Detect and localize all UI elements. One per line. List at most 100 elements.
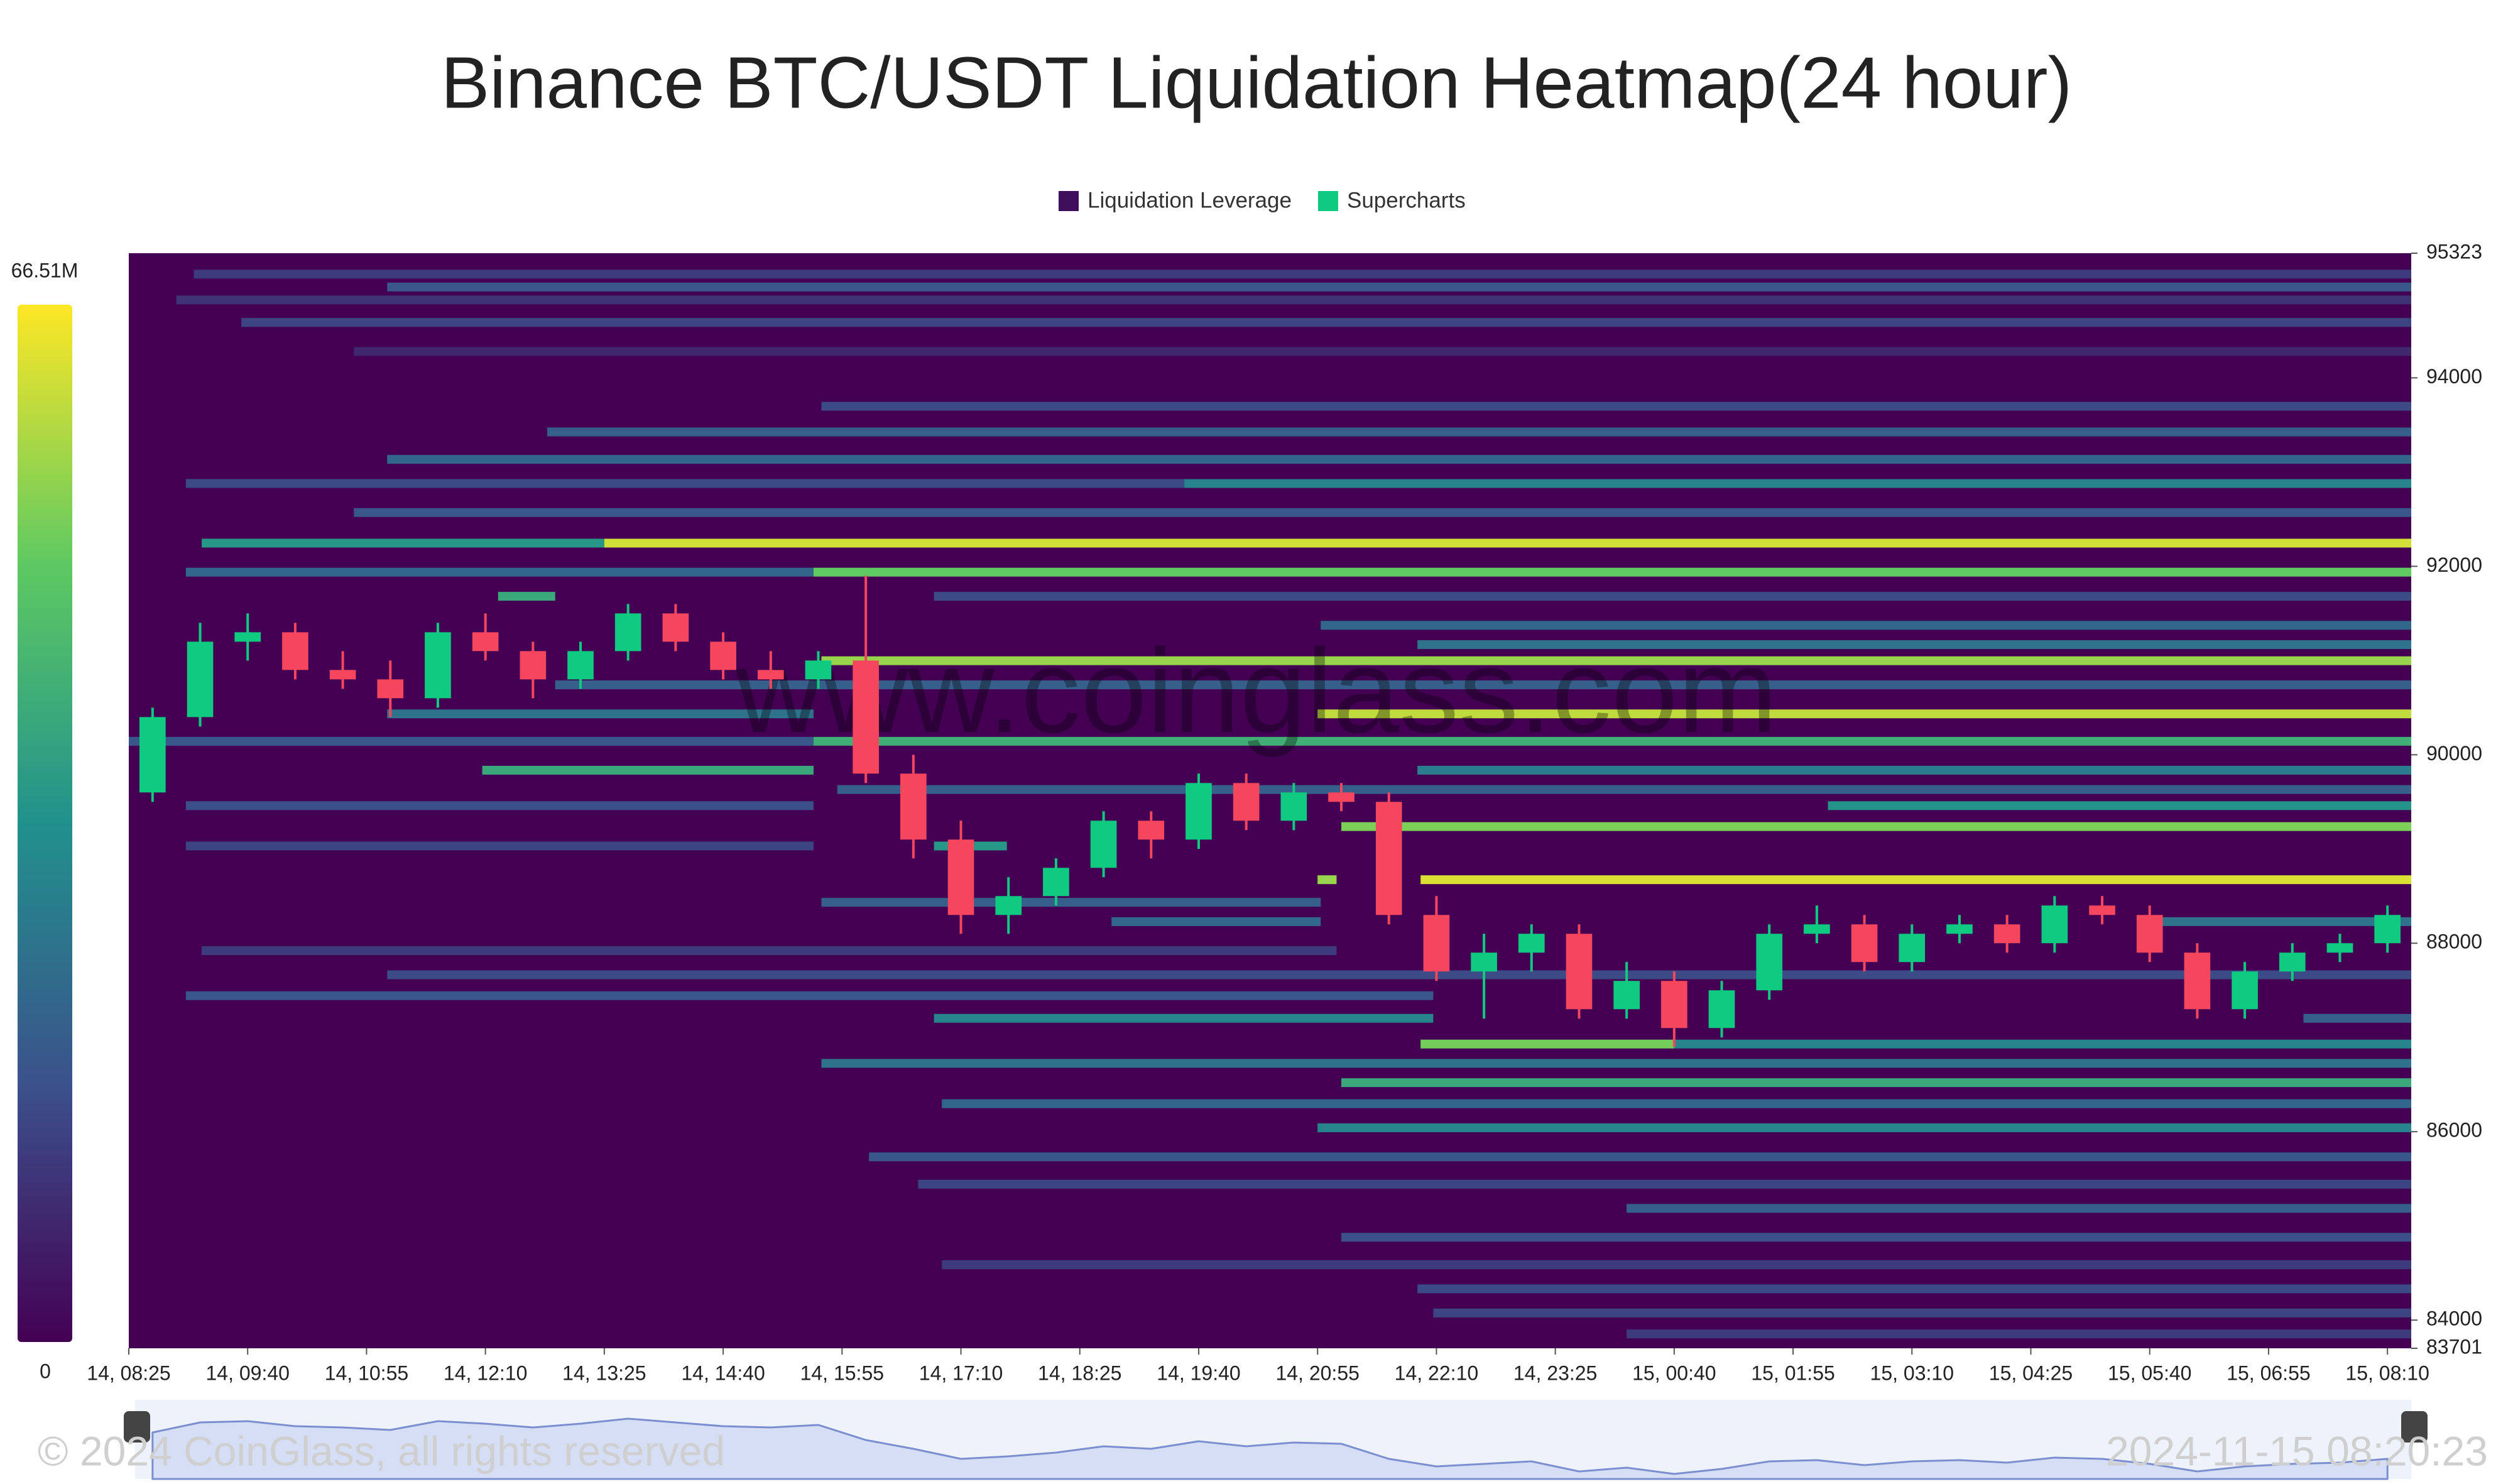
liquidation-band [194, 270, 2411, 279]
liquidation-band [129, 736, 814, 746]
candles [139, 576, 2401, 1047]
legend-label: Liquidation Leverage [1088, 188, 1292, 212]
liquidation-band [813, 736, 2411, 746]
candle-body [2374, 915, 2401, 944]
y-tick-label: 88000 [2426, 930, 2482, 953]
candle-body [1423, 915, 1450, 972]
liquidation-band [1674, 1039, 2411, 1049]
liquidation-band [1417, 1284, 2411, 1294]
x-tick-label: 14, 14:40 [681, 1361, 765, 1384]
navigator-area [151, 1417, 2389, 1480]
candle-body [1186, 783, 1212, 840]
axes: 83701 84000 86000 88000 90000 92000 94000 95323… [11, 240, 2482, 1384]
candle-body [282, 632, 308, 670]
x-tick-label: 15, 01:55 [1751, 1361, 1834, 1384]
liquidation-band [1828, 801, 2411, 810]
candle-body [805, 660, 832, 680]
x-tick-label: 15, 03:10 [1870, 1361, 1954, 1384]
liquidation-band [2157, 917, 2411, 926]
candle-body [1280, 792, 1307, 821]
candle-body [1899, 934, 1926, 963]
navigator-series [151, 1417, 2389, 1480]
candle-body [1471, 952, 1497, 972]
candle-body [520, 651, 547, 680]
navigator-handle[interactable] [2401, 1411, 2428, 1443]
liquidation-band [918, 1179, 2411, 1189]
liquidation-band [934, 1013, 1434, 1023]
liquidation-band [942, 1260, 2411, 1269]
candle-body [710, 641, 736, 670]
liquidation-band [1317, 1123, 2411, 1133]
liquidation-band [547, 427, 2411, 437]
x-tick-label: 15, 08:10 [2345, 1361, 2429, 1384]
liquidation-band [837, 785, 2411, 794]
liquidation-band [1420, 1039, 1674, 1049]
liquidation-band [498, 592, 555, 601]
candle-body [1661, 981, 1687, 1028]
candle-body [1708, 990, 1735, 1028]
candle-body [234, 632, 261, 642]
candle-body [900, 773, 927, 840]
liquidation-band [1184, 479, 2411, 488]
liquidation-band [2303, 1013, 2411, 1023]
candle-body [2184, 952, 2211, 1010]
liquidation-band [185, 567, 814, 577]
legend-swatch [1317, 191, 1338, 211]
copyright: © 2024 CoinGlass, all rights reserved [38, 1427, 725, 1474]
liquidation-band [202, 538, 604, 548]
candle-body [1851, 924, 1878, 963]
liquidation-band [185, 801, 814, 810]
y-tick-label: 86000 [2426, 1119, 2482, 1142]
liquidation-band [869, 1152, 2411, 1162]
legend: Liquidation Leverage Supercharts [1059, 188, 1466, 212]
liquidation-band [1317, 875, 1337, 885]
liquidation-band [387, 970, 2411, 979]
candle-body [1090, 821, 1117, 868]
candle-body [2326, 943, 2353, 953]
x-tick-label: 14, 17:10 [919, 1361, 1003, 1384]
x-tick-label: 14, 08:25 [87, 1361, 170, 1384]
candle-body [187, 641, 214, 717]
liquidation-band [202, 946, 1337, 956]
candle-body [2089, 905, 2115, 915]
x-tick-label: 14, 15:55 [800, 1361, 884, 1384]
liquidation-band [604, 538, 2411, 548]
candle-body [567, 651, 594, 680]
candle-body [377, 679, 404, 699]
x-tick-label: 14, 12:10 [444, 1361, 527, 1384]
x-tick-label: 14, 20:55 [1275, 1361, 1359, 1384]
x-tick-label: 14, 18:25 [1038, 1361, 1121, 1384]
y-tick-label: 84000 [2426, 1307, 2482, 1330]
liquidation-band [1317, 709, 2411, 719]
liquidation-band [482, 765, 814, 775]
liquidation-band [241, 318, 2411, 327]
liquidation-band [1321, 621, 2411, 630]
x-tick-label: 14, 10:55 [325, 1361, 408, 1384]
liquidation-band [555, 680, 2411, 690]
navigator-handle[interactable] [124, 1411, 150, 1443]
candle-body [1328, 792, 1355, 802]
liquidation-band [1417, 640, 2411, 649]
liquidation-band [176, 295, 2411, 305]
candle-body [1613, 981, 1640, 1010]
liquidation-band [1341, 1233, 2411, 1242]
candle-body [757, 670, 784, 680]
candle-body [1804, 924, 1830, 934]
liquidation-band [942, 1099, 2411, 1108]
y-tick-label: 95323 [2426, 240, 2482, 263]
candle-body [614, 613, 641, 652]
timestamp: 2024-11-15 08:20:23 [2106, 1427, 2488, 1474]
candle-body [425, 632, 451, 699]
x-tick-label: 14, 22:10 [1395, 1361, 1478, 1384]
y-tick-label: 90000 [2426, 742, 2482, 765]
candle-body [1233, 783, 1260, 821]
liquidation-band [813, 567, 2411, 577]
candle-body [947, 839, 974, 915]
liquidation-band [821, 898, 1321, 907]
liquidation-band [185, 841, 814, 851]
liquidation-band [821, 656, 2411, 665]
candle-body [1946, 924, 1973, 934]
y-tick-label: 83701 [2426, 1335, 2482, 1358]
